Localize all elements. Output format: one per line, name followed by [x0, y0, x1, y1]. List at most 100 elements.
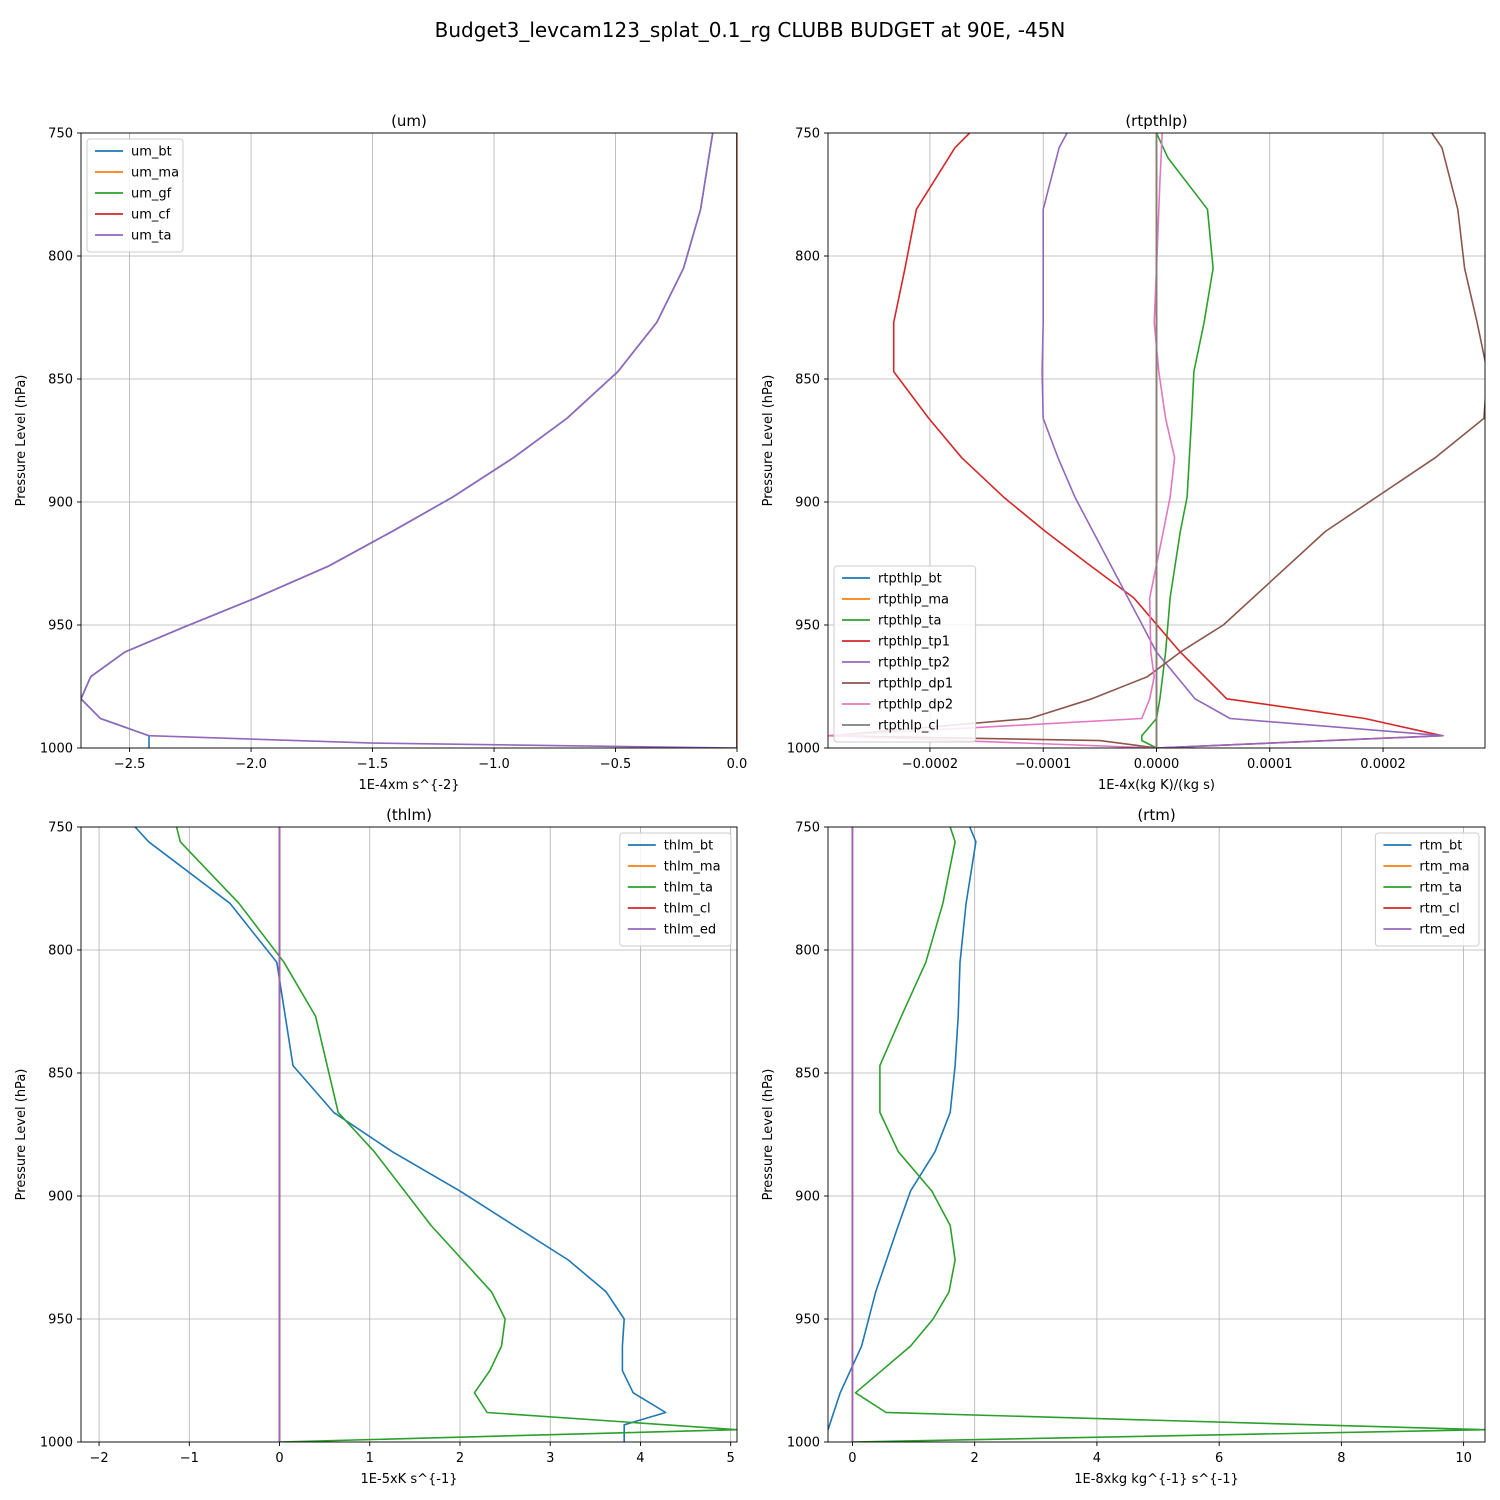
panels: −2.5 −2.0 −1.5 −1.0 −0.5 0.075080085090095010… — [14, 112, 1486, 1487]
legend-entry: rtpthlp_ta — [878, 614, 941, 629]
legend-entry: rtm_cl — [1419, 902, 1459, 917]
y-tick-label: 800 — [795, 250, 820, 265]
y-tick-label: 800 — [795, 944, 820, 959]
x-tick-label: 4 — [1093, 1451, 1101, 1466]
legend-entry: rtpthlp_ma — [878, 593, 949, 608]
x-tick-label: 0.0001 — [1247, 757, 1293, 772]
legend-entry: rtpthlp_dp2 — [878, 698, 953, 713]
y-tick-label: 850 — [48, 1067, 73, 1082]
series-group — [828, 133, 1485, 748]
y-tick-label: 850 — [795, 1067, 820, 1082]
x-tick-label: 4 — [636, 1451, 644, 1466]
x-tick-label: −2 — [89, 1451, 108, 1466]
plot-frame — [80, 132, 738, 749]
x-tick-label: −0.5 — [600, 757, 632, 772]
x-tick-label: 0.0002 — [1360, 757, 1406, 772]
legend: um_bt um_ma um_gf um_cf um_ta — [86, 138, 184, 253]
legend: rtpthlp_bt rtpthlp_ma rtpthlp_ta rtpthlp_tp… — [833, 565, 977, 743]
x-tick-label: −2.0 — [235, 757, 267, 772]
series-line-um_ta — [81, 133, 737, 748]
legend-entry: um_cf — [131, 208, 171, 223]
legend-entry: rtpthlp_cl — [878, 719, 939, 734]
legend-entry: rtm_ma — [1419, 860, 1469, 875]
y-axis-label: Pressure Level (hPa) — [761, 1069, 776, 1201]
x-tick-label: 2 — [456, 1451, 464, 1466]
legend-entry: rtm_bt — [1419, 839, 1462, 854]
y-tick-label: 900 — [48, 496, 73, 511]
y-tick-label: 1000 — [40, 742, 73, 757]
x-tick-label: 3 — [546, 1451, 554, 1466]
x-axis-label: 1E-4x(kg K)/(kg s) — [1098, 778, 1215, 793]
x-tick-label: −1.5 — [357, 757, 389, 772]
y-tick-label: 900 — [795, 1190, 820, 1205]
x-axis-label: 1E-5xK s^{-1} — [361, 1472, 458, 1487]
y-tick-label: 850 — [48, 373, 73, 388]
panel-1: −0.0002 −0.0001 0.0000 0.0001 0.0002 750 800 85… — [761, 112, 1486, 793]
legend-entry: thlm_ed — [664, 923, 716, 938]
x-tick-label: −1 — [180, 1451, 199, 1466]
x-axis-label: 1E-8xkg kg^{-1} s^{-1} — [1074, 1472, 1239, 1487]
series-group — [828, 827, 1485, 1442]
panel-title: (um) — [391, 112, 427, 130]
legend-entry: thlm_cl — [664, 902, 711, 917]
y-tick-label: 800 — [48, 944, 73, 959]
x-axis-label: 1E-4xm s^{-2} — [358, 778, 459, 793]
series-line-rtpthlp_tp1 — [892, 133, 1443, 748]
x-tick-label: −0.0001 — [1015, 757, 1071, 772]
x-tick-label: 0 — [275, 1451, 283, 1466]
series-line-rtpthlp_dp2 — [828, 133, 1176, 748]
x-tick-label: −0.0002 — [902, 757, 958, 772]
legend-box — [619, 832, 732, 947]
y-tick-label: 800 — [48, 250, 73, 265]
legend-entry: rtpthlp_tp2 — [878, 656, 950, 671]
y-axis-label: Pressure Level (hPa) — [761, 375, 776, 507]
legend: rtm_bt rtm_ma rtm_ta rtm_cl rtm_ed — [1374, 832, 1480, 947]
x-tick-label: 2 — [971, 1451, 979, 1466]
y-tick-label: 950 — [795, 1313, 820, 1328]
series-line-rtpthlp_ta — [1141, 133, 1214, 748]
series-group — [81, 133, 737, 748]
legend-entry: rtpthlp_tp1 — [878, 635, 950, 650]
y-tick-label: 750 — [48, 821, 73, 836]
series-line-thlm_bt — [134, 827, 667, 1442]
legend-entry: rtpthlp_dp1 — [878, 677, 953, 692]
y-tick-label: 850 — [795, 373, 820, 388]
panel-2: −2 −1 0 1 2 3 4 5 750 800 850 900 950 1000 (thlm) 1E-5x… — [14, 806, 738, 1487]
series-group — [134, 827, 737, 1442]
y-tick-label: 750 — [795, 127, 820, 142]
x-tick-label: 5 — [727, 1451, 735, 1466]
series-line-rtpthlp_tp2 — [1041, 133, 1444, 748]
legend-entry: thlm_bt — [664, 839, 713, 854]
x-tick-label: 8 — [1337, 1451, 1345, 1466]
x-tick-label: 0 — [848, 1451, 856, 1466]
plot-frame — [827, 826, 1486, 1443]
panel-3: 0 2 4 6 8 10 750 800 850 900 950 1000 (rtm) 1E-8xkg k… — [761, 806, 1486, 1487]
legend-entry: rtpthlp_bt — [878, 572, 942, 587]
y-tick-label: 1000 — [787, 742, 820, 757]
x-tick-label: 0.0 — [727, 757, 748, 772]
y-tick-label: 900 — [795, 496, 820, 511]
series-line-rtm_bt — [828, 827, 977, 1430]
legend-entry: um_gf — [131, 187, 172, 202]
figure-title: Budget3_levcam123_splat_0.1_rg CLUBB BUD… — [435, 18, 1066, 42]
legend-box — [833, 565, 977, 743]
y-tick-label: 950 — [48, 619, 73, 634]
legend-entry: rtm_ed — [1419, 923, 1465, 938]
legend-entry: um_ma — [131, 166, 179, 181]
x-tick-label: 6 — [1215, 1451, 1223, 1466]
legend-box — [86, 138, 184, 253]
y-axis-label: Pressure Level (hPa) — [14, 375, 29, 507]
x-tick-label: −1.0 — [478, 757, 510, 772]
legend: thlm_bt thlm_ma thlm_ta thlm_cl thlm_ed — [619, 832, 732, 947]
series-line-rtm_gf — [852, 827, 1485, 1442]
y-tick-label: 900 — [48, 1190, 73, 1205]
x-tick-label: −2.5 — [114, 757, 146, 772]
x-tick-label: 10 — [1455, 1451, 1472, 1466]
series-line-thlm_ta — [175, 827, 737, 1442]
y-tick-label: 1000 — [40, 1436, 73, 1451]
panel-title: (rtm) — [1137, 806, 1175, 824]
y-tick-label: 1000 — [787, 1436, 820, 1451]
legend-entry: um_bt — [131, 145, 172, 160]
